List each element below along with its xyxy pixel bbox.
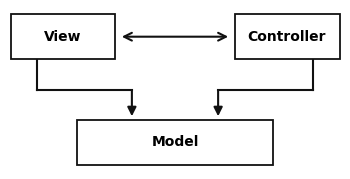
- Text: Model: Model: [151, 135, 199, 149]
- FancyBboxPatch shape: [234, 14, 340, 59]
- FancyBboxPatch shape: [77, 120, 273, 165]
- Text: Controller: Controller: [248, 30, 326, 44]
- Text: View: View: [44, 30, 82, 44]
- FancyBboxPatch shape: [10, 14, 116, 59]
